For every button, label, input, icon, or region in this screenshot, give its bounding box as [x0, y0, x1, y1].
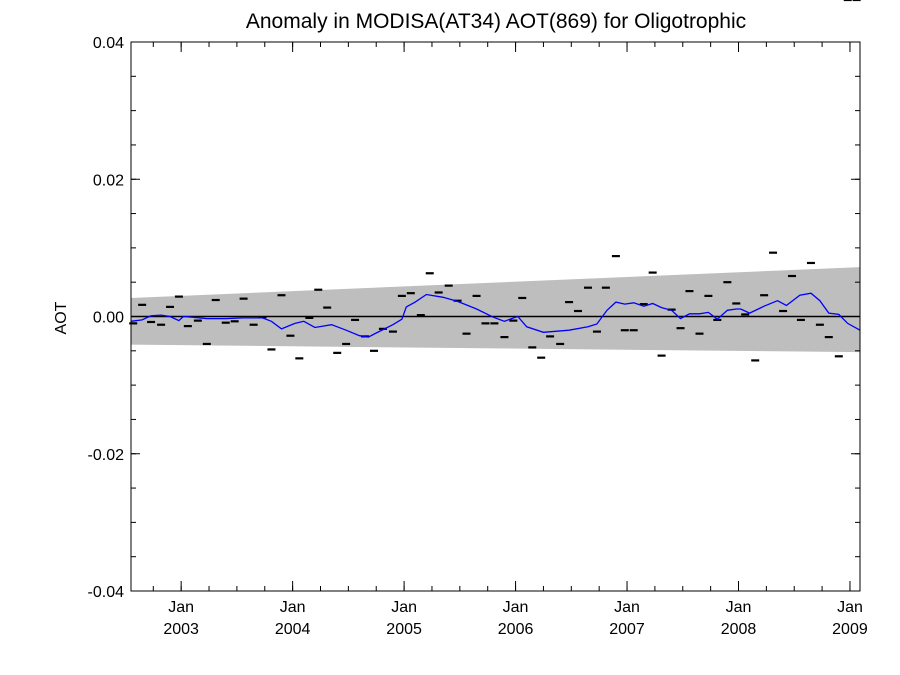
y-tick-label: 0.00	[93, 310, 124, 327]
x-tick-label-month: Jan	[280, 599, 306, 616]
chart-title: Anomaly in MODISA(AT34) AOT(869) for Oli…	[246, 10, 746, 33]
x-tick-label-month: Jan	[391, 599, 417, 616]
x-tick-label-year: 2009	[832, 621, 868, 638]
x-tick-label-year: 2004	[275, 621, 311, 638]
x-tick-label-month: Jan	[837, 599, 863, 616]
y-tick-label: -0.04	[88, 584, 125, 601]
y-tick-label: 0.04	[93, 35, 124, 52]
y-tick-label: 0.02	[93, 172, 124, 189]
x-tick-label-year: 2006	[498, 621, 534, 638]
y-tick-label: -0.02	[88, 447, 125, 464]
x-tick-label-month: Jan	[503, 599, 529, 616]
x-tick-label-year: 2005	[386, 621, 422, 638]
x-tick-label-year: 2003	[163, 621, 199, 638]
x-tick-label-month: Jan	[726, 599, 752, 616]
confidence-band	[131, 267, 860, 353]
y-axis-label: AOT	[53, 301, 70, 334]
x-tick-label-year: 2007	[609, 621, 645, 638]
plot-area: 0.04 0.02 0.00 -0.02 -0.04 Jan 2003 Jan 2004 Jan 2…	[88, 0, 868, 638]
x-tick-label-month: Jan	[614, 599, 640, 616]
series-line	[130, 292, 861, 338]
x-tick-label-month: Jan	[168, 599, 194, 616]
x-tick-label-year: 2008	[721, 621, 757, 638]
